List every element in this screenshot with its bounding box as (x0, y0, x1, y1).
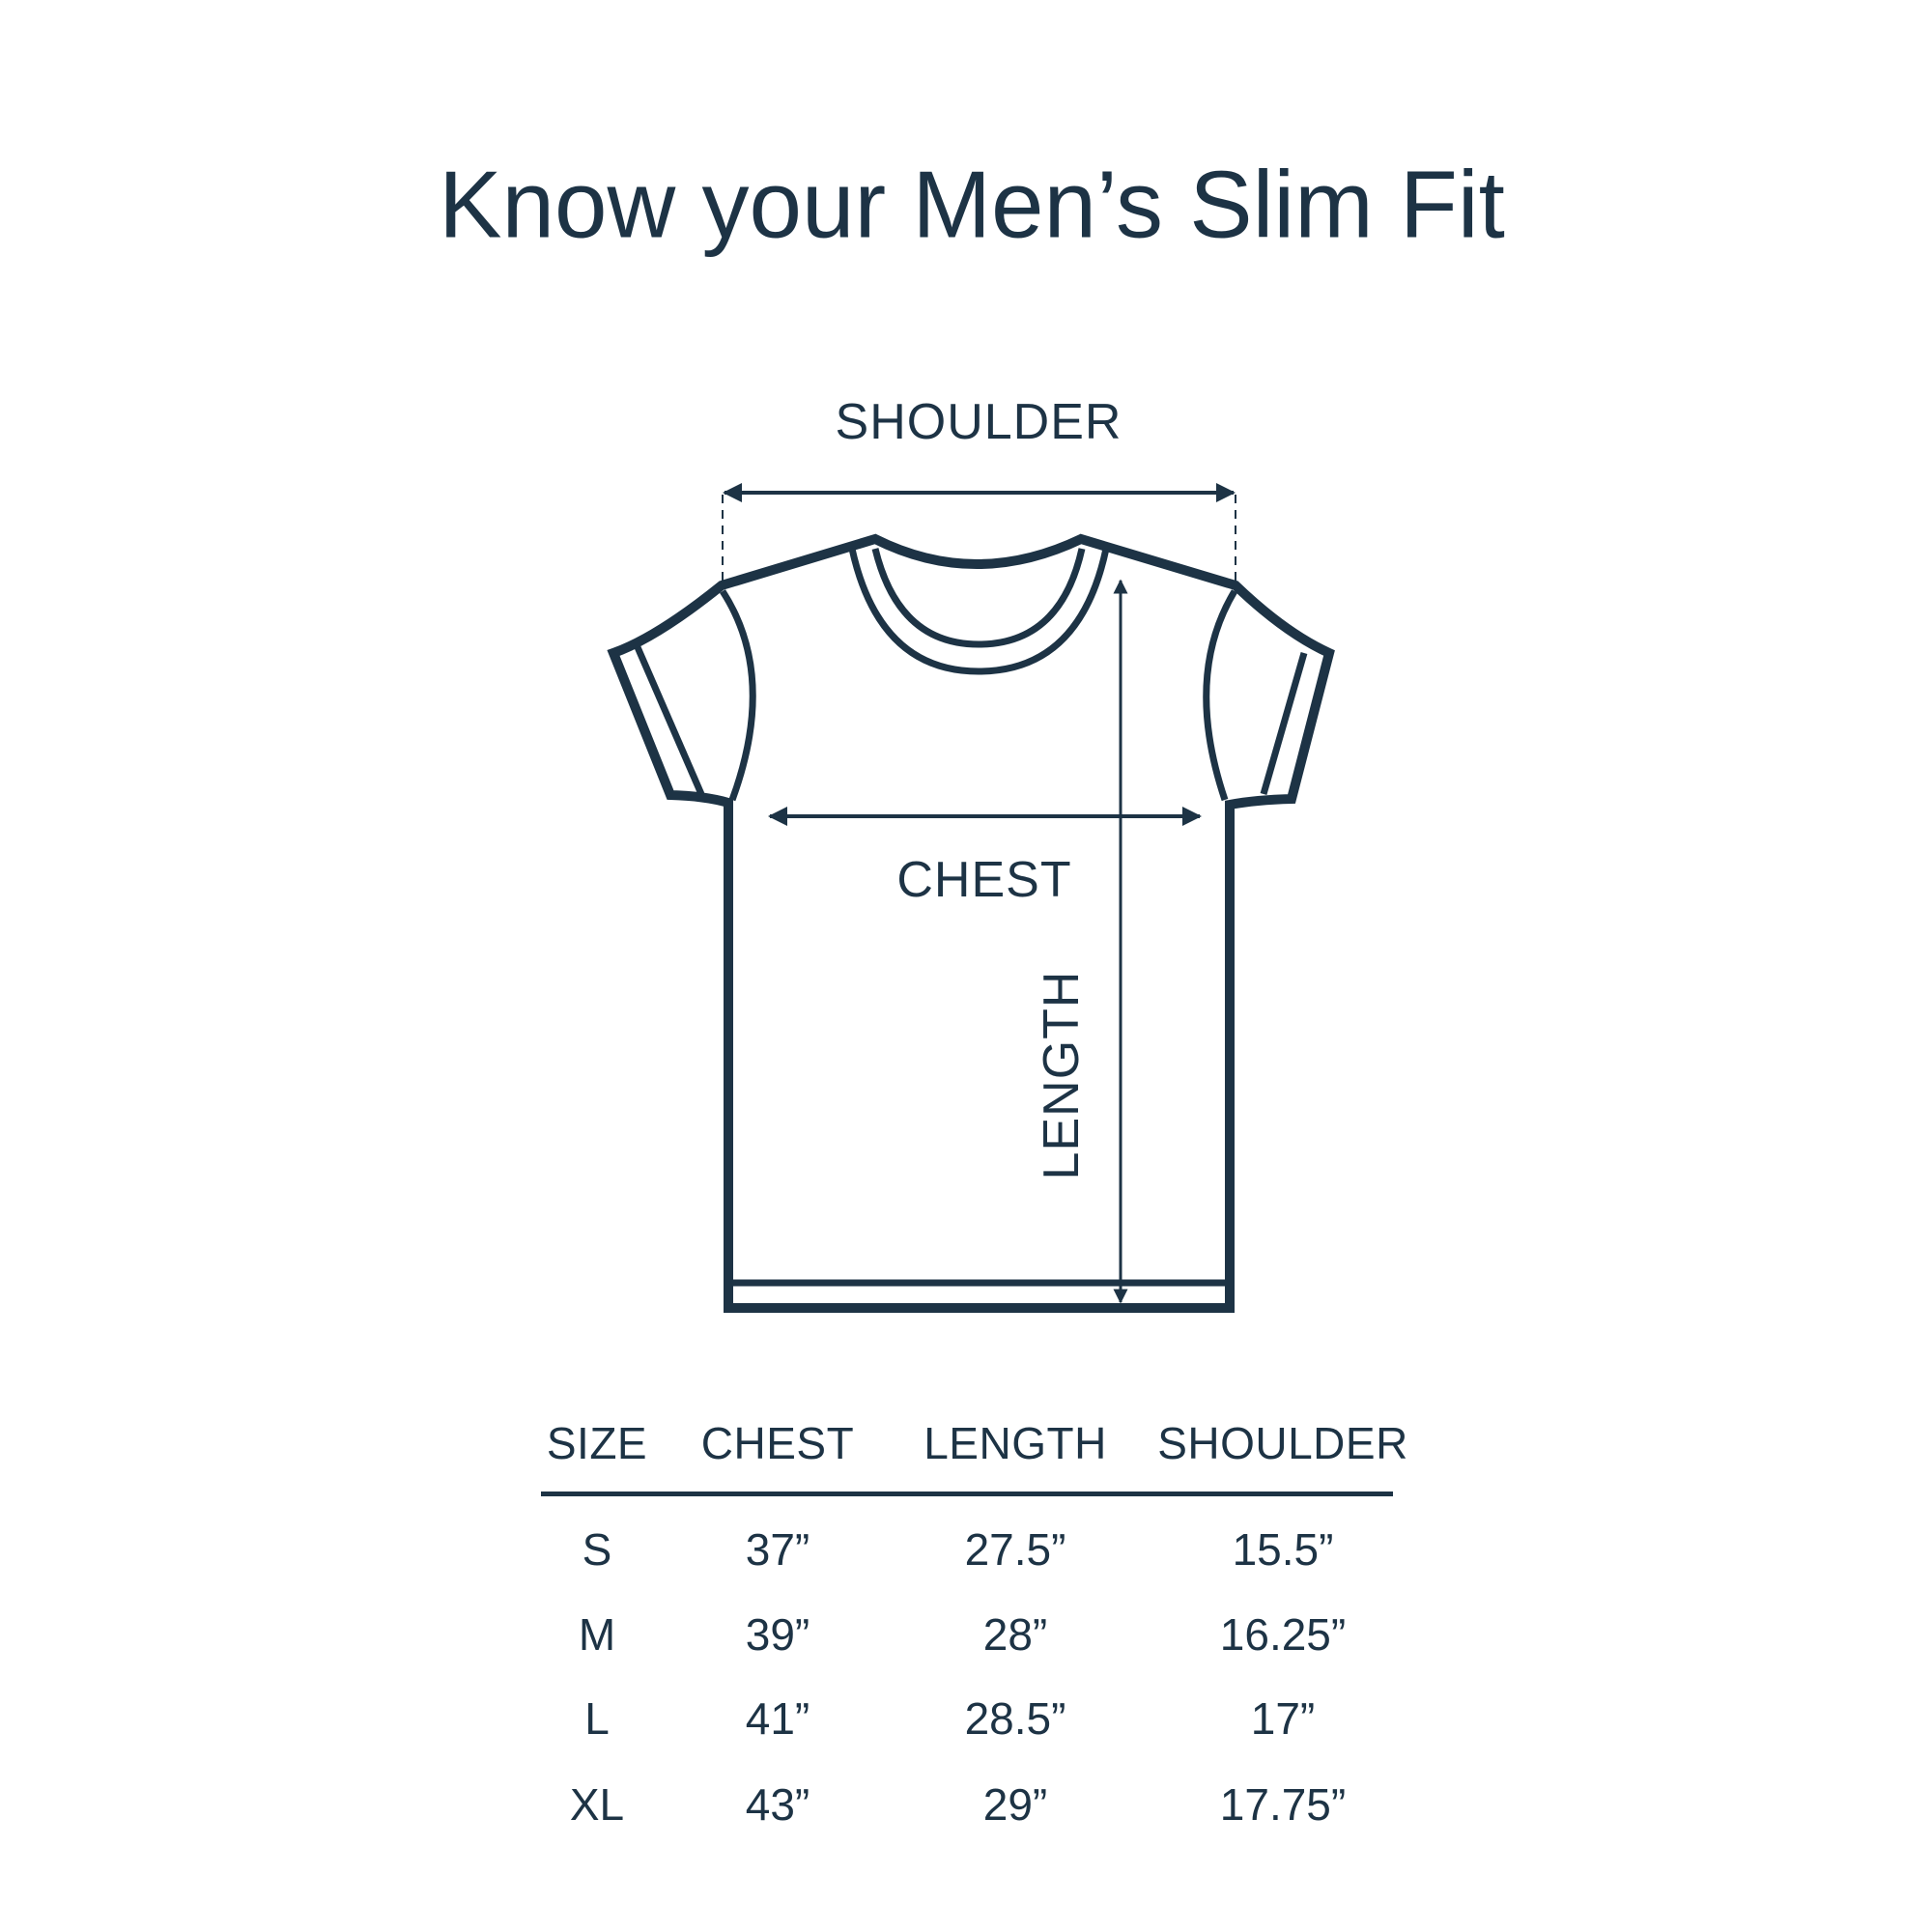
table-cell: M (578, 1609, 616, 1660)
page-title: Know your Men’s Slim Fit (439, 151, 1505, 258)
table-cell: 15.5” (1232, 1524, 1334, 1575)
table-cell: 43” (745, 1779, 810, 1830)
header-size: SIZE (546, 1418, 648, 1468)
collar-inner (871, 548, 1086, 648)
table-cell: L (584, 1693, 610, 1744)
right-cuff (1260, 652, 1308, 795)
length-label: LENGTH (1034, 970, 1090, 1180)
table-cell: 17.75” (1219, 1779, 1347, 1830)
chest-label: CHEST (896, 852, 1072, 908)
table-cell: 17” (1250, 1693, 1316, 1744)
header-chest: CHEST (700, 1418, 855, 1468)
table-cell: 39” (745, 1609, 810, 1660)
table-cell: 28.5” (964, 1693, 1066, 1744)
table-cell: 28” (982, 1609, 1048, 1660)
table-cell: 27.5” (964, 1524, 1066, 1575)
shoulder-label: SHOULDER (835, 394, 1122, 450)
right-armhole (1203, 589, 1237, 802)
left-armhole (720, 589, 756, 802)
header-length: LENGTH (923, 1418, 1107, 1468)
table-cell: 41” (745, 1693, 810, 1744)
left-cuff (634, 645, 705, 796)
table-cell: XL (569, 1779, 625, 1830)
table-cell: 37” (745, 1524, 810, 1575)
header-divider (541, 1492, 1393, 1496)
header-shoulder: SHOULDER (1157, 1418, 1408, 1468)
shirt-outline (607, 533, 1335, 1313)
table-cell: S (582, 1524, 612, 1575)
table-cell: 16.25” (1219, 1609, 1347, 1660)
collar-outer (848, 548, 1110, 675)
table-cell: 29” (982, 1779, 1048, 1830)
